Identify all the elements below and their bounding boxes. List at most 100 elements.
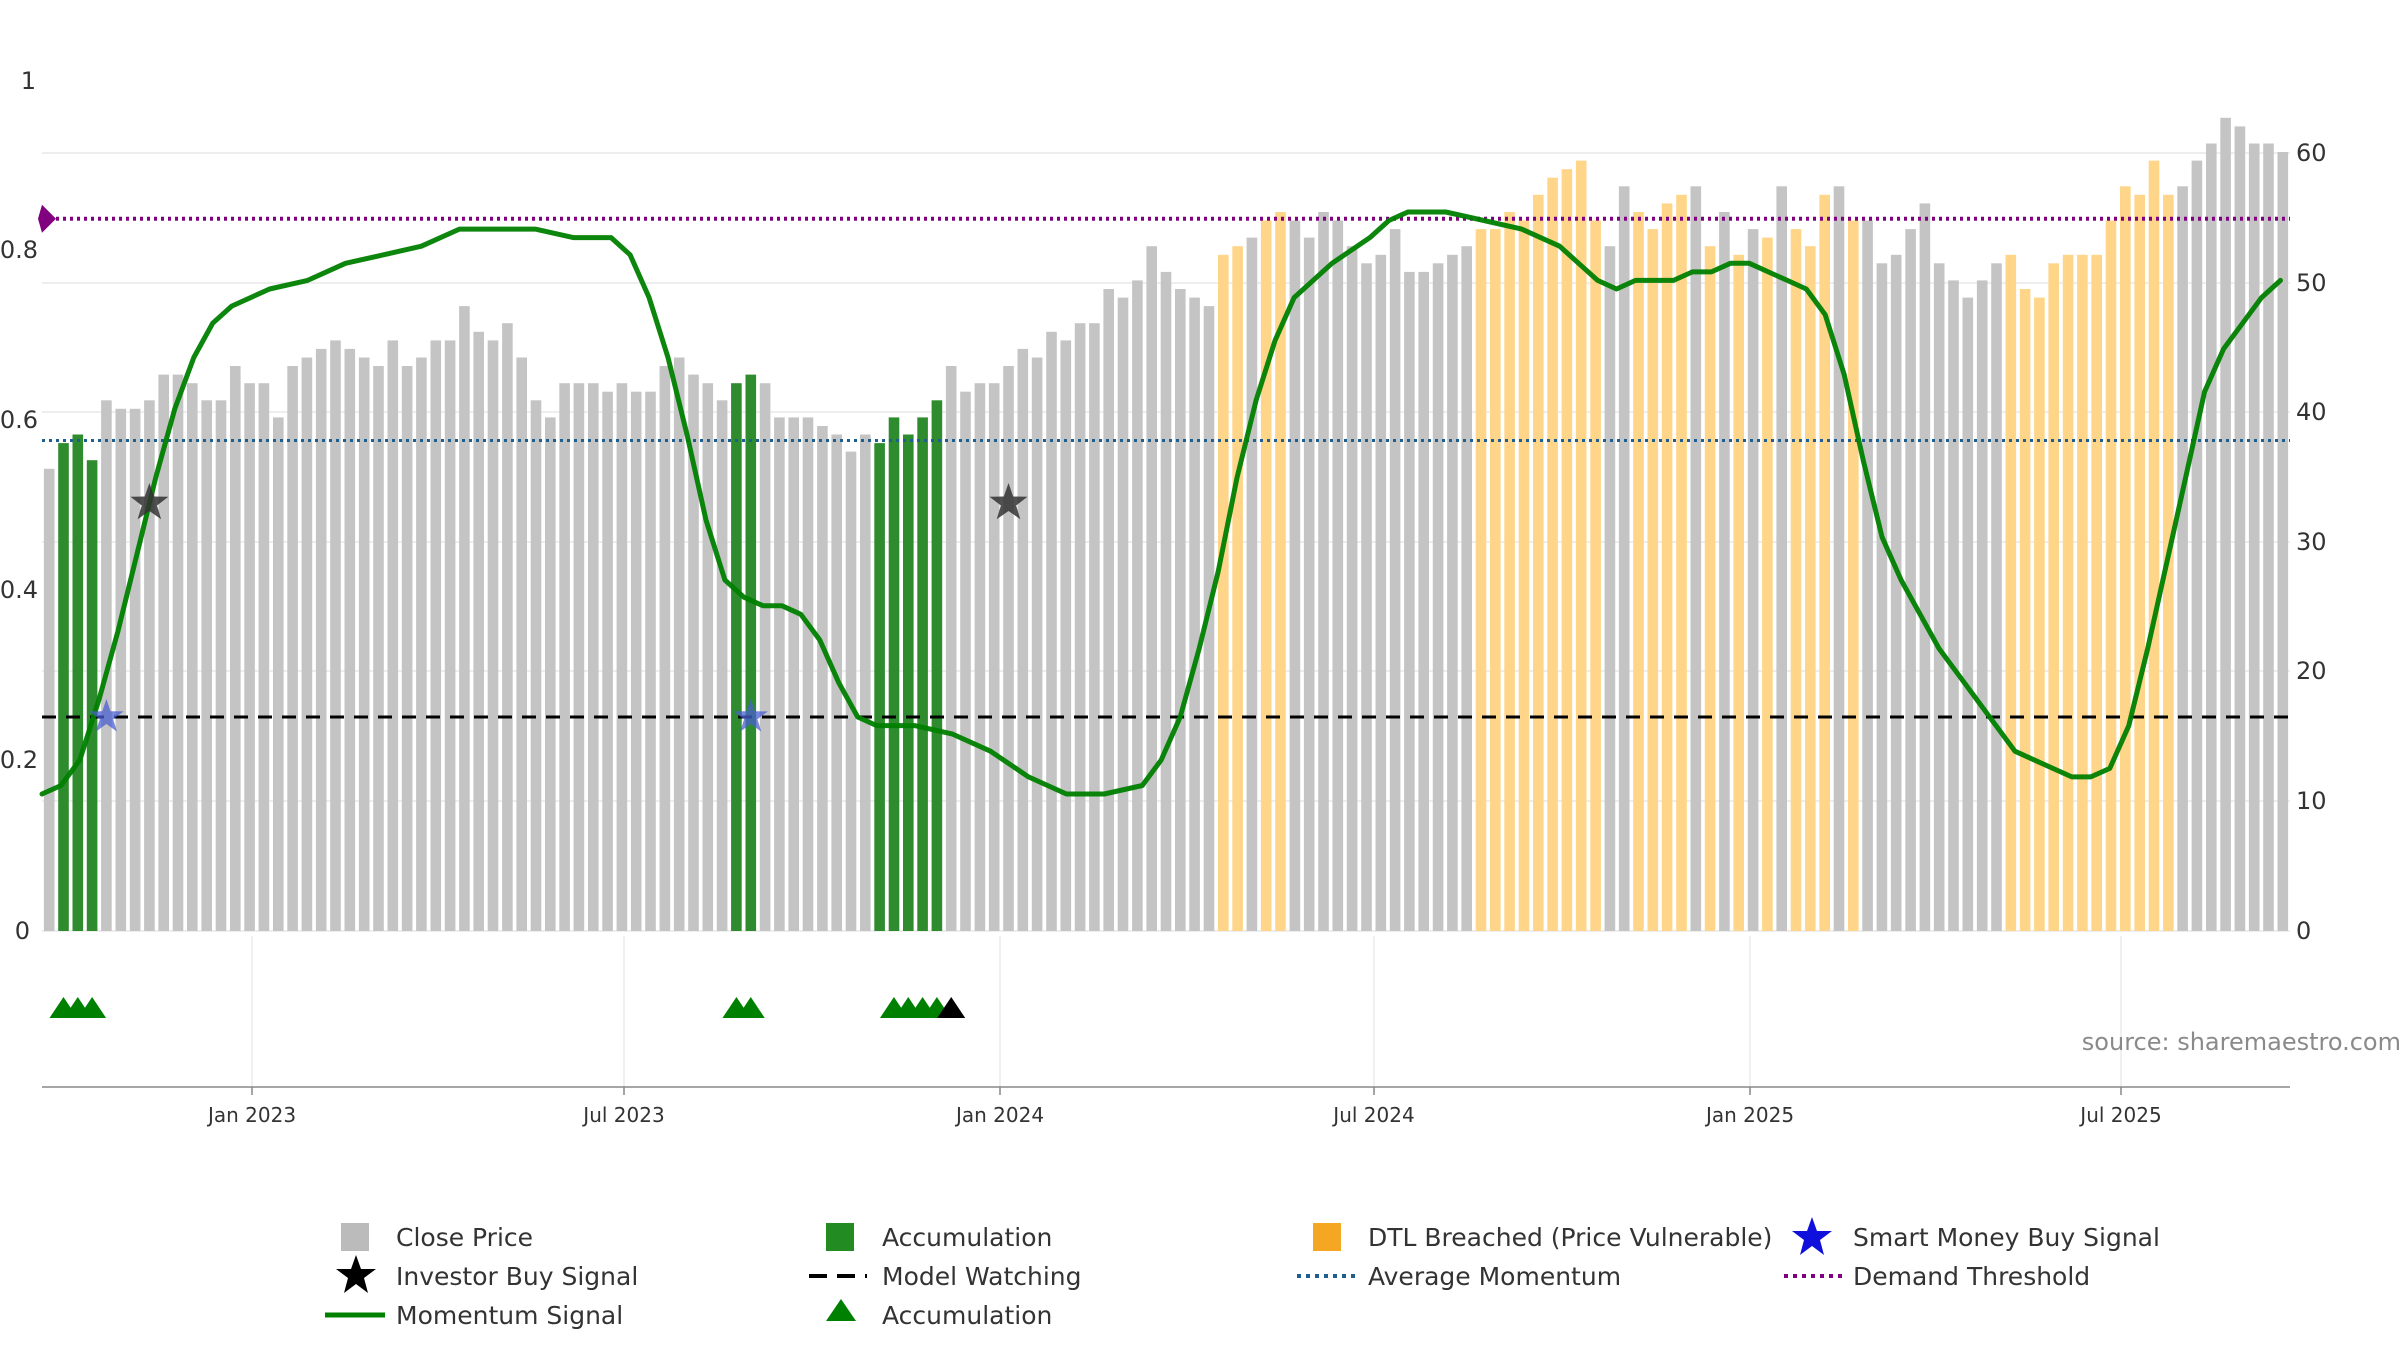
close-price-bar: [1175, 289, 1186, 931]
dtl-breached-bar: [1475, 229, 1487, 932]
close-price-bar: [187, 383, 198, 931]
close-price-bar: [1461, 246, 1472, 931]
x-tick-label: Jul 2024: [1331, 1103, 1414, 1127]
accumulation-bar: [874, 443, 885, 931]
close-price-bar: [1146, 246, 1157, 931]
close-price-bar: [401, 366, 413, 931]
close-price-bar: [1747, 229, 1759, 932]
momentum-signal-path: [39, 209, 2283, 797]
dtl-breached-bar: [1733, 254, 1744, 932]
dtl-breached-bar: [1260, 220, 1272, 931]
close-price-bar: [988, 383, 1000, 931]
close-price-bar: [172, 374, 184, 932]
close-price-bar: [945, 366, 957, 931]
reference-lines: [38, 204, 2290, 719]
close-price-bar: [1948, 280, 1959, 931]
close-price-bar: [1604, 246, 1616, 931]
close-price-bar: [1003, 366, 1014, 931]
close-price-bar: [530, 400, 542, 931]
left-tick-label: 1: [21, 67, 36, 95]
dtl-breached-bar: [1218, 254, 1229, 932]
dtl-breached-bar: [1504, 212, 1515, 931]
close-price-bar: [645, 391, 656, 931]
close-price-bar: [659, 366, 671, 931]
close-price-bar: [516, 357, 527, 931]
right-axis-labels: 0 10 20 30 40 50 60: [2296, 139, 2327, 945]
close-price-bar: [673, 357, 685, 931]
close-price-bar: [860, 434, 871, 931]
close-price-bar: [1890, 254, 1902, 932]
close-price-bar: [2248, 143, 2260, 931]
x-tick-label: Jan 2023: [206, 1103, 296, 1127]
close-price-bar: [1719, 212, 1730, 931]
dtl-breached-bar: [2048, 263, 2059, 931]
close-price-bar: [1017, 348, 1029, 931]
close-price-bar: [974, 383, 986, 931]
x-tick-label: Jan 2025: [1704, 1103, 1794, 1127]
right-tick-label: 10: [2296, 787, 2327, 815]
close-price-bar: [1690, 186, 1702, 932]
close-price-bar: [144, 400, 155, 931]
accumulation-bar: [903, 434, 914, 931]
dtl-breached-bar: [1661, 203, 1673, 931]
model-watching-triangle: [937, 997, 966, 1018]
close-price-bar: [817, 426, 828, 931]
dtl-breached-bar: [1676, 194, 1687, 932]
close-price-bar: [230, 366, 241, 931]
close-price-bar: [1833, 186, 1845, 932]
close-price-bar: [1160, 271, 1172, 931]
dtl-breached-bar: [1232, 246, 1243, 931]
accumulation-bar: [931, 400, 943, 931]
right-tick-label: 20: [2296, 657, 2327, 685]
close-price-bar: [416, 357, 427, 931]
smart-money-buy-star: [733, 699, 768, 732]
legend-label: Momentum Signal: [396, 1301, 623, 1330]
close-price-bar: [1404, 271, 1415, 931]
legend-label: Demand Threshold: [1853, 1262, 2090, 1291]
close-price-bar: [960, 391, 971, 931]
close-price-bar: [330, 340, 341, 931]
close-price-bar: [201, 400, 212, 931]
x-axis-labels: Jan 2023 Jul 2023 Jan 2024 Jul 2024 Jan …: [206, 1103, 2162, 1127]
close-price-bar: [845, 451, 857, 931]
close-price-bar: [774, 417, 785, 931]
close-price-bar: [1318, 212, 1329, 931]
close-price-bar: [430, 340, 442, 931]
dtl-breached-bar: [1848, 220, 1859, 931]
close-price-bar: [301, 357, 313, 931]
dtl-breached-bar: [1518, 220, 1530, 931]
accumulation-triangle: [78, 997, 107, 1018]
legend-label: Average Momentum: [1368, 1262, 1621, 1291]
legend-label: DTL Breached (Price Vulnerable): [1368, 1223, 1772, 1252]
dtl-breached-bar: [1762, 237, 1773, 932]
close-price-bar: [759, 383, 771, 931]
dtl-breached-bar: [1575, 160, 1587, 932]
close-price-bar: [373, 366, 384, 931]
right-tick-label: 60: [2296, 139, 2327, 167]
close-price-bar: [2220, 117, 2231, 932]
right-tick-label: 50: [2296, 269, 2327, 297]
legend-label: Smart Money Buy Signal: [1853, 1223, 2160, 1252]
close-price-bar: [2206, 143, 2217, 931]
legend-label: Accumulation: [882, 1223, 1052, 1252]
left-tick-label: 0.4: [0, 576, 38, 604]
legend-star-icon: [1792, 1217, 1832, 1255]
legend-swatch: [826, 1223, 854, 1251]
close-price-bar: [387, 340, 399, 931]
left-axis-labels: 0 0.2 0.4 0.6 0.8 1: [0, 67, 38, 945]
close-price-bar: [1991, 263, 2002, 931]
dtl-breached-bar: [2148, 160, 2160, 932]
investor-buy-star: [130, 483, 169, 520]
dtl-breached-bar: [2019, 289, 2031, 931]
legend-swatch: [1313, 1223, 1341, 1251]
legend-swatch: [341, 1223, 369, 1251]
close-price-bar: [1289, 220, 1301, 931]
close-price-bar: [315, 348, 327, 931]
close-price-bar: [1046, 331, 1057, 931]
dtl-breached-bar: [1805, 246, 1816, 931]
dtl-breached-bar: [1633, 212, 1644, 931]
dtl-breached-bar: [2077, 254, 2088, 932]
close-price-bar: [788, 417, 799, 931]
left-tick-label: 0.2: [0, 746, 38, 774]
dtl-breached-bar: [1547, 177, 1558, 931]
